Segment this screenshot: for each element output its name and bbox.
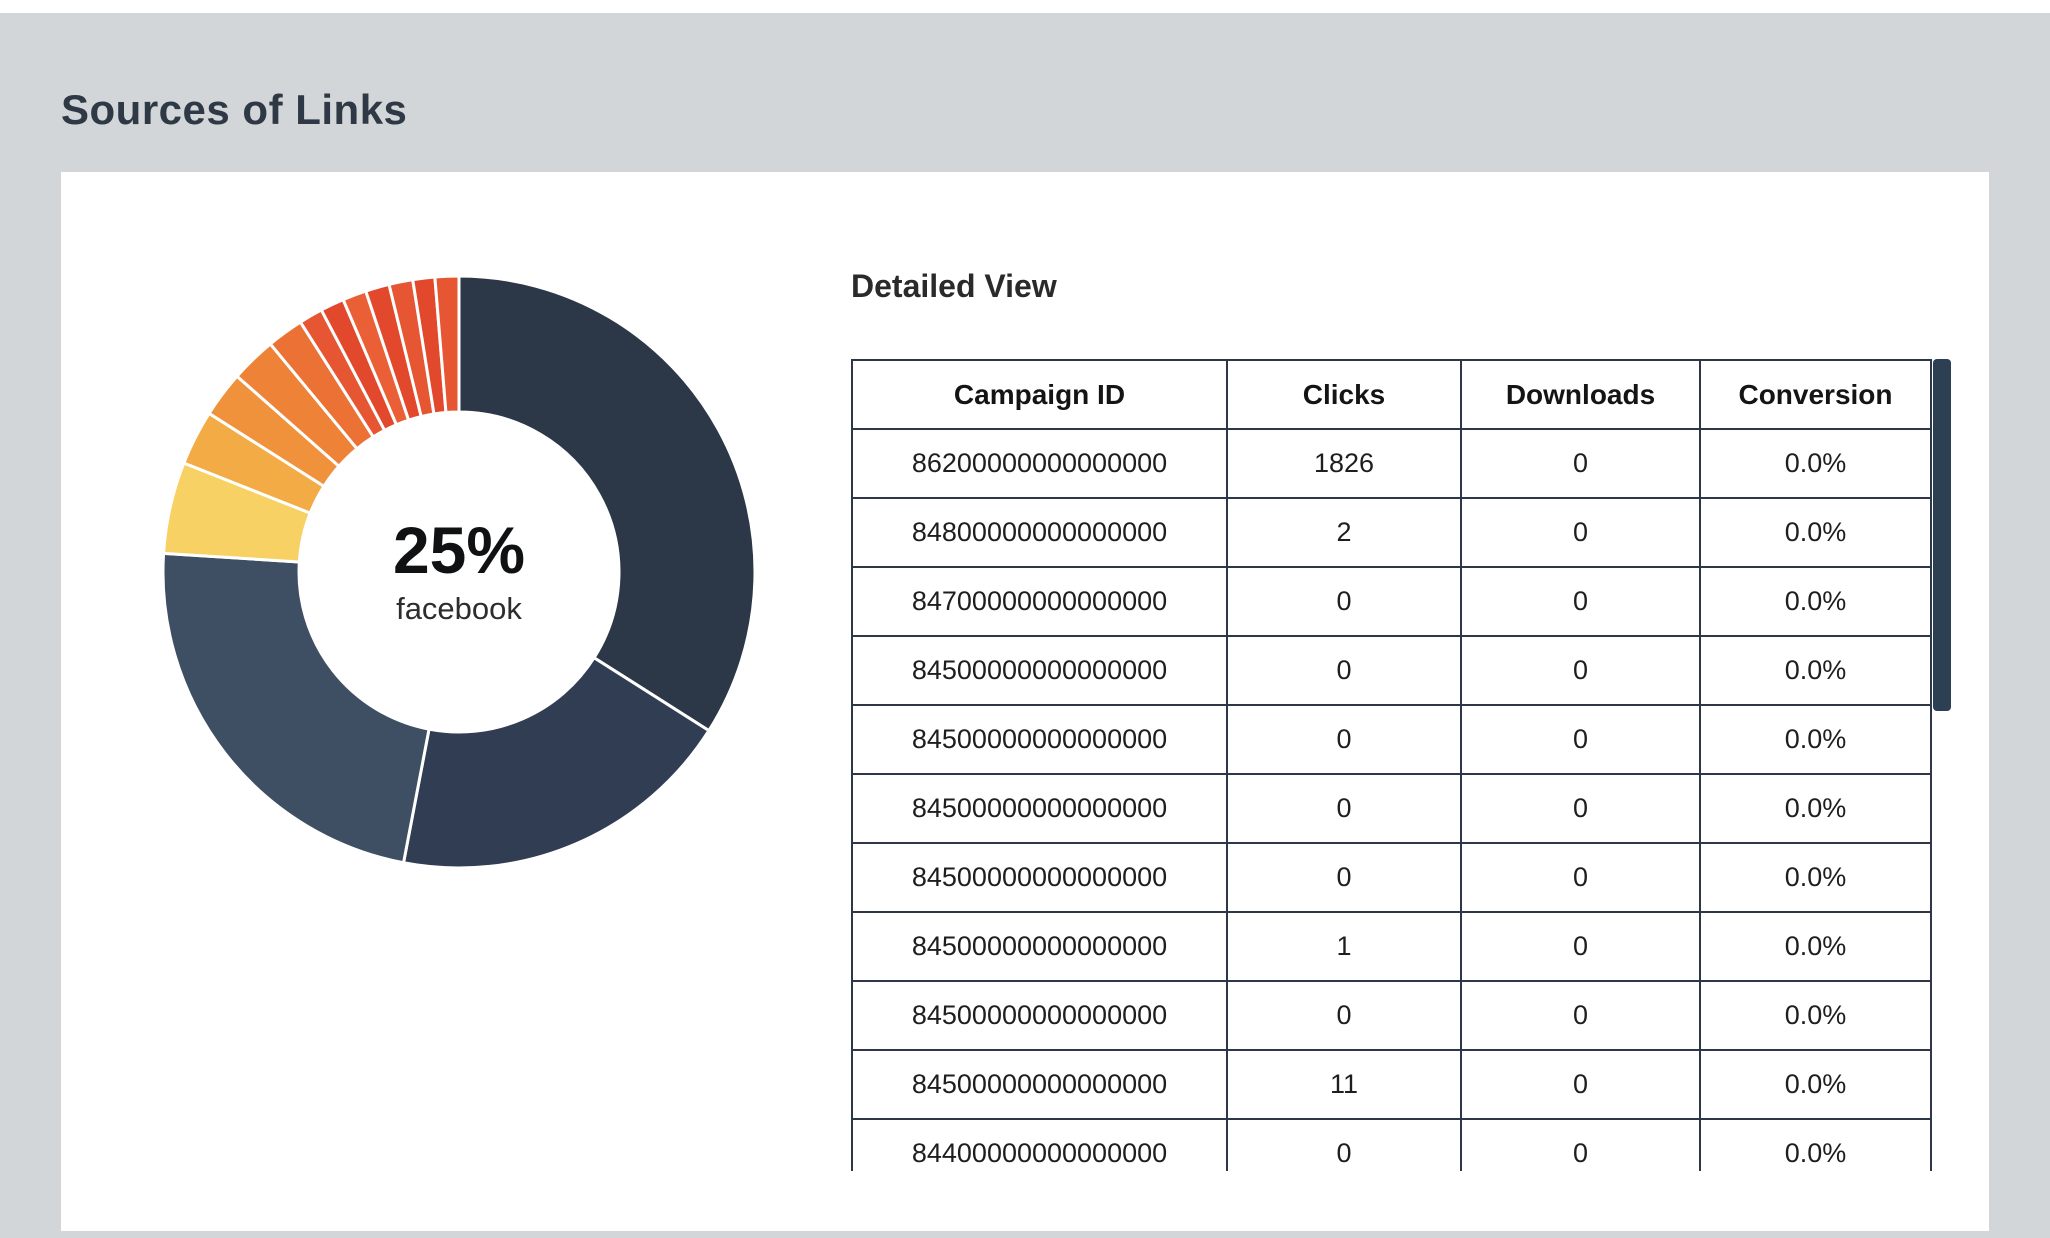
- cell-campaign-id: 84500000000000000: [851, 635, 1228, 706]
- donut-slice-segment-2[interactable]: [402, 656, 711, 870]
- cell-clicks: 0: [1226, 704, 1462, 775]
- cell-conversion: 0.0%: [1699, 1049, 1932, 1120]
- cell-downloads: 0: [1460, 911, 1701, 982]
- cell-conversion: 0.0%: [1699, 428, 1932, 499]
- cell-downloads: 0: [1460, 428, 1701, 499]
- cell-conversion: 0.0%: [1699, 635, 1932, 706]
- cell-clicks: 0: [1226, 1118, 1462, 1171]
- cell-campaign-id: 84500000000000000: [851, 773, 1228, 844]
- table-body: 86200000000000000 1826 0 0.0% 84800000000000…: [851, 428, 1932, 1171]
- cell-downloads: 0: [1460, 497, 1701, 568]
- cell-campaign-id: 84500000000000000: [851, 911, 1228, 982]
- top-strip: [0, 0, 2050, 13]
- cell-clicks: 0: [1226, 773, 1462, 844]
- cell-downloads: 0: [1460, 1049, 1701, 1120]
- cell-downloads: 0: [1460, 1118, 1701, 1171]
- cell-conversion: 0.0%: [1699, 497, 1932, 568]
- cell-conversion: 0.0%: [1699, 704, 1932, 775]
- table-row: 84500000000000000 0 0 0.0%: [851, 704, 1932, 775]
- sources-of-links-card: 25% facebook Detailed View Campaign ID C…: [61, 172, 1989, 1231]
- cell-conversion: 0.0%: [1699, 1118, 1932, 1171]
- cell-downloads: 0: [1460, 635, 1701, 706]
- table-row: 84800000000000000 2 0 0.0%: [851, 497, 1932, 568]
- detailed-view-title: Detailed View: [851, 268, 1057, 304]
- cell-downloads: 0: [1460, 773, 1701, 844]
- cell-campaign-id: 86200000000000000: [851, 428, 1228, 499]
- column-header-conversion: Conversion: [1699, 359, 1932, 430]
- cell-campaign-id: 84500000000000000: [851, 704, 1228, 775]
- cell-clicks: 0: [1226, 842, 1462, 913]
- page-title: Sources of Links: [61, 86, 408, 134]
- column-header-clicks: Clicks: [1226, 359, 1462, 430]
- cell-conversion: 0.0%: [1699, 566, 1932, 637]
- detail-table-container: Campaign ID Clicks Downloads Conversion …: [851, 359, 1932, 1171]
- cell-campaign-id: 84400000000000000: [851, 1118, 1228, 1171]
- table-row: 84700000000000000 0 0 0.0%: [851, 566, 1932, 637]
- cell-clicks: 11: [1226, 1049, 1462, 1120]
- table-row: 84500000000000000 11 0 0.0%: [851, 1049, 1932, 1120]
- column-header-downloads: Downloads: [1460, 359, 1701, 430]
- donut-slice-segment-15[interactable]: [433, 274, 461, 415]
- cell-conversion: 0.0%: [1699, 980, 1932, 1051]
- donut-chart: 25% facebook: [139, 252, 779, 892]
- detail-table: Campaign ID Clicks Downloads Conversion …: [851, 359, 1932, 1171]
- table-row: 84500000000000000 1 0 0.0%: [851, 911, 1932, 982]
- cell-downloads: 0: [1460, 980, 1701, 1051]
- column-header-campaign-id: Campaign ID: [851, 359, 1228, 430]
- cell-campaign-id: 84700000000000000: [851, 566, 1228, 637]
- cell-conversion: 0.0%: [1699, 773, 1932, 844]
- cell-clicks: 0: [1226, 635, 1462, 706]
- cell-campaign-id: 84500000000000000: [851, 980, 1228, 1051]
- cell-conversion: 0.0%: [1699, 911, 1932, 982]
- table-header-row: Campaign ID Clicks Downloads Conversion: [851, 359, 1932, 430]
- cell-downloads: 0: [1460, 842, 1701, 913]
- cell-clicks: 1826: [1226, 428, 1462, 499]
- cell-campaign-id: 84500000000000000: [851, 842, 1228, 913]
- table-row: 84500000000000000 0 0 0.0%: [851, 773, 1932, 844]
- cell-clicks: 2: [1226, 497, 1462, 568]
- cell-clicks: 1: [1226, 911, 1462, 982]
- table-row: 84400000000000000 0 0 0.0%: [851, 1118, 1932, 1171]
- donut-slice-segment-3[interactable]: [161, 551, 431, 865]
- table-scrollbar-thumb[interactable]: [1933, 359, 1951, 711]
- cell-campaign-id: 84800000000000000: [851, 497, 1228, 568]
- cell-conversion: 0.0%: [1699, 842, 1932, 913]
- cell-campaign-id: 84500000000000000: [851, 1049, 1228, 1120]
- cell-clicks: 0: [1226, 566, 1462, 637]
- cell-downloads: 0: [1460, 566, 1701, 637]
- cell-clicks: 0: [1226, 980, 1462, 1051]
- donut-svg: [161, 274, 757, 870]
- table-row: 86200000000000000 1826 0 0.0%: [851, 428, 1932, 499]
- donut-slice-segment-1[interactable]: [457, 274, 757, 733]
- cell-downloads: 0: [1460, 704, 1701, 775]
- table-row: 84500000000000000 0 0 0.0%: [851, 842, 1932, 913]
- table-row: 84500000000000000 0 0 0.0%: [851, 980, 1932, 1051]
- table-row: 84500000000000000 0 0 0.0%: [851, 635, 1932, 706]
